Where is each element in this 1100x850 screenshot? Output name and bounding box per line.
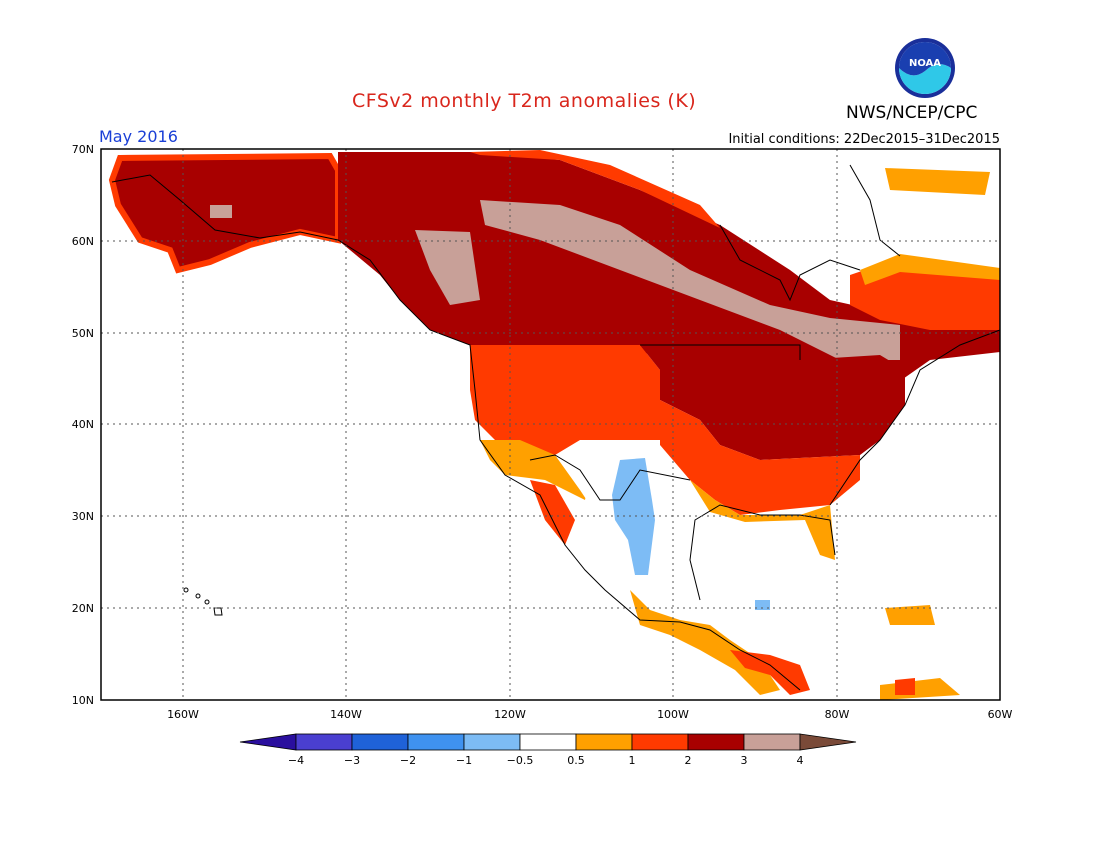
lat-label: 30N [72, 510, 94, 523]
colorbar-label: 2 [685, 754, 692, 767]
lat-label: 10N [72, 694, 94, 707]
lon-label: 160W [167, 708, 199, 721]
southwest-cool-anomaly [612, 458, 655, 575]
yucatan-cool [755, 600, 770, 610]
longitude-axis: 160W 140W 120W 100W 80W 60W [167, 708, 1012, 721]
canada-pink-band [480, 200, 900, 360]
colorbar-labels: −4 −3 −2 −1 −0.5 0.5 1 2 3 4 [288, 754, 804, 767]
bc-pink-patch [415, 230, 480, 305]
west-coast-orange [480, 440, 590, 500]
agency-label: NWS/NCEP/CPC [846, 103, 978, 123]
lon-label: 120W [494, 708, 526, 721]
labrador-orange-edge [860, 254, 1000, 285]
southern-us-region [660, 400, 860, 515]
forecast-period: May 2016 [99, 127, 178, 146]
eastern-us-region [640, 340, 905, 460]
caribbean-orange [885, 605, 935, 625]
colorbar-label: −3 [344, 754, 360, 767]
gulf-coast-orange [690, 480, 835, 560]
canada-orange-edge [470, 150, 720, 228]
alaska-pink-patch [210, 205, 232, 218]
initial-conditions: Initial conditions: 22Dec2015–31Dec2015 [728, 132, 1000, 147]
lat-label: 20N [72, 602, 94, 615]
latitude-axis: 70N 60N 50N 40N 30N 20N 10N [72, 143, 94, 707]
colorbar-label: −1 [456, 754, 472, 767]
western-us-region [470, 345, 660, 455]
greenland-orange [885, 168, 990, 195]
colorbar-bin [799, 733, 857, 751]
colorbar-bin [239, 733, 297, 751]
lon-label: 100W [657, 708, 689, 721]
lon-label: 80W [825, 708, 850, 721]
coastlines [111, 164, 1000, 691]
logo-text: NOAA [909, 58, 941, 69]
lat-label: 70N [72, 143, 94, 156]
graticule [101, 149, 1000, 700]
noaa-logo: NOAA [895, 38, 955, 98]
south-america-red [895, 678, 915, 695]
lat-label: 50N [72, 327, 94, 340]
colorbar-label: 1 [629, 754, 636, 767]
colorbar-bin [295, 733, 353, 751]
colorbar-label: 0.5 [567, 754, 585, 767]
lon-label: 140W [330, 708, 362, 721]
colorbar-label: 3 [741, 754, 748, 767]
central-america-red [730, 650, 810, 695]
lon-label: 60W [988, 708, 1013, 721]
lat-label: 60N [72, 235, 94, 248]
colorbar-bin [575, 733, 633, 751]
colorbar-label: −0.5 [507, 754, 534, 767]
colorbar-bin [351, 733, 409, 751]
hawaii-islands [183, 587, 223, 616]
colorbar-bin [743, 733, 801, 751]
map-frame [100, 148, 1001, 701]
lat-label: 40N [72, 418, 94, 431]
colorbar-bin [687, 733, 745, 751]
colorbar-bin [463, 733, 521, 751]
colorbar-label: −2 [400, 754, 416, 767]
baja-orange [530, 480, 575, 545]
colorbar-bin [519, 733, 577, 751]
colorbar-bin [407, 733, 465, 751]
colorbar-boxes [239, 733, 857, 751]
colorbar-bin [631, 733, 689, 751]
map-title: CFSv2 monthly T2m anomalies (K) [352, 90, 697, 112]
mexico-orange-band [630, 590, 780, 695]
colorbar-label: −4 [288, 754, 304, 767]
colorbar-label: 4 [797, 754, 804, 767]
